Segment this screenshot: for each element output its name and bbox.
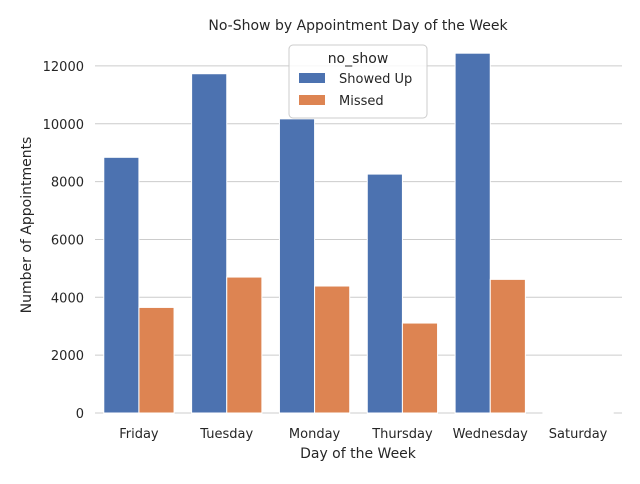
x-tick-label: Wednesday	[453, 427, 529, 442]
y-axis-label: Number of Appointments	[19, 137, 35, 314]
bar-missed-monday	[315, 286, 350, 413]
bar-showed-up-wednesday	[455, 53, 490, 413]
y-tick-label: 0	[76, 407, 84, 422]
bar-showed-up-monday	[279, 119, 314, 413]
legend-label: Showed Up	[339, 72, 412, 87]
y-tick-label: 8000	[51, 176, 84, 191]
bar-missed-wednesday	[490, 279, 525, 413]
y-tick-label: 10000	[43, 118, 84, 133]
bar-showed-up-tuesday	[192, 74, 227, 413]
x-tick-label: Saturday	[549, 427, 608, 442]
y-tick-label: 4000	[51, 291, 84, 306]
legend-title: no_show	[328, 51, 389, 67]
legend-swatch	[299, 73, 325, 83]
bar-missed-friday	[139, 307, 174, 413]
y-tick-label: 2000	[51, 349, 84, 364]
bar-missed-thursday	[402, 323, 437, 413]
legend-swatch	[299, 95, 325, 105]
bar-missed-tuesday	[227, 277, 262, 413]
x-tick-label: Friday	[119, 427, 159, 442]
y-tick-label: 6000	[51, 233, 84, 248]
y-tick-label: 12000	[43, 60, 84, 75]
x-tick-label: Monday	[289, 427, 341, 442]
legend-label: Missed	[339, 94, 384, 109]
bar-showed-up-saturday	[543, 412, 578, 413]
x-tick-label: Thursday	[371, 427, 433, 442]
legend: no_show Showed Up Missed	[289, 45, 427, 118]
bar-showed-up-thursday	[367, 174, 402, 413]
bar-showed-up-friday	[104, 157, 139, 413]
chart-title: No-Show by Appointment Day of the Week	[208, 18, 508, 34]
x-tick-label: Tuesday	[199, 427, 253, 442]
x-axis-label: Day of the Week	[300, 446, 417, 462]
